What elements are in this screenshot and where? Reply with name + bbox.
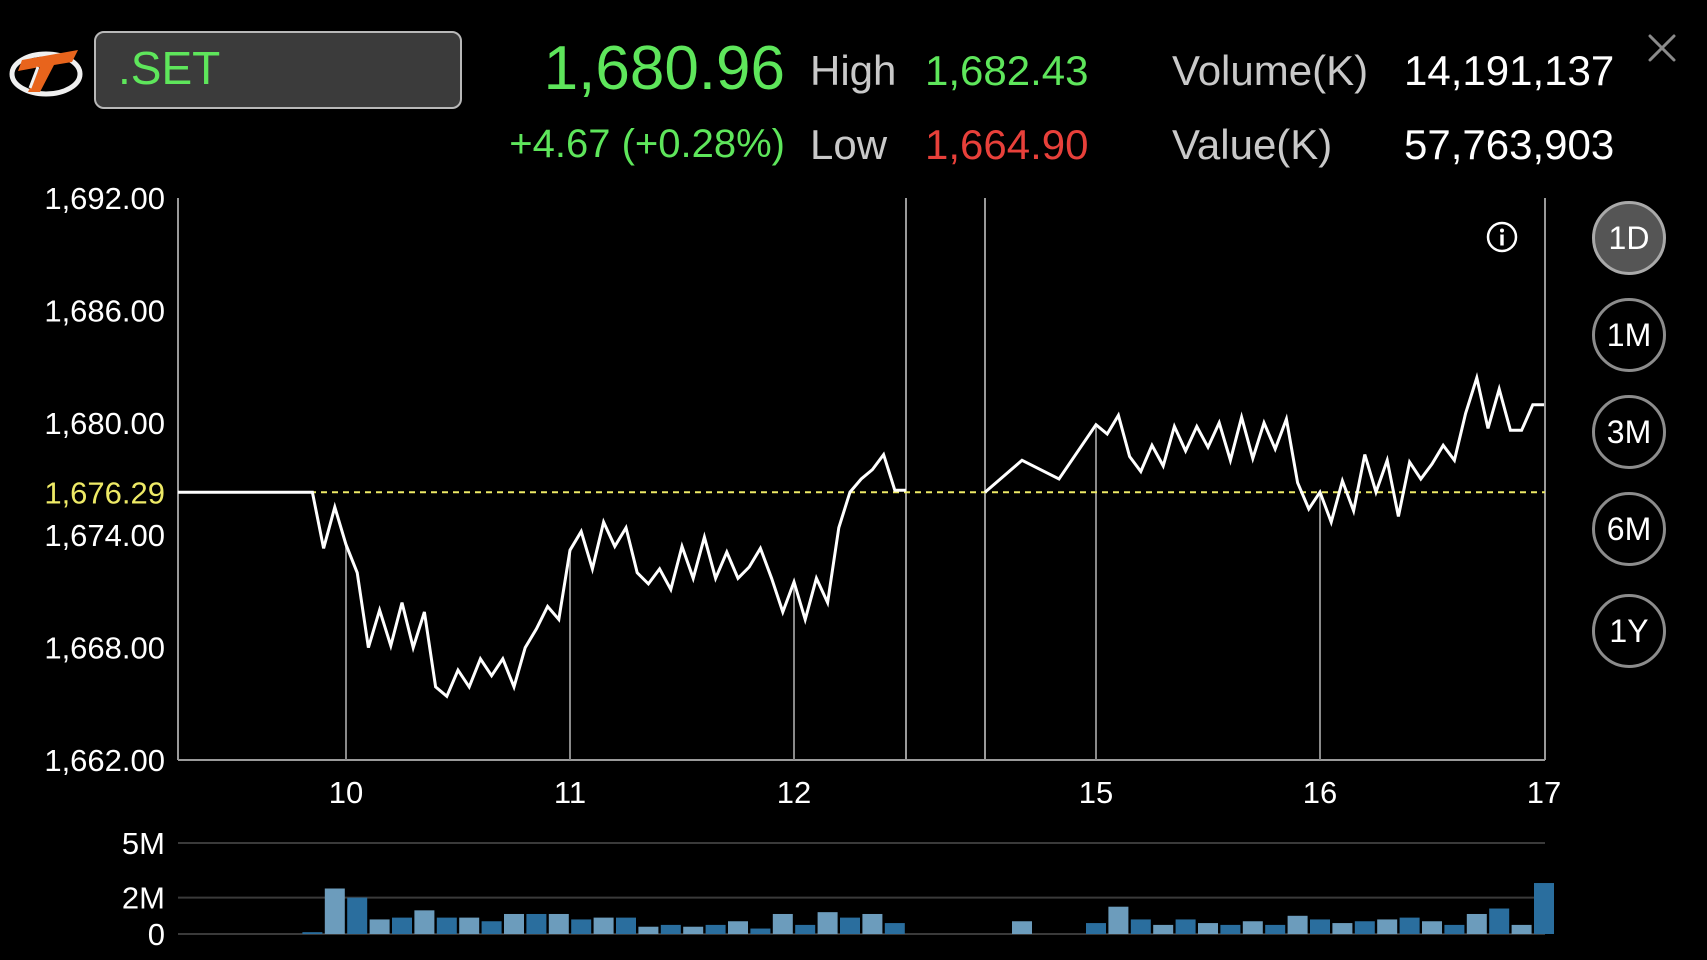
volume-bar (414, 910, 435, 934)
value-label: Value(K) (1172, 121, 1333, 168)
period-button-1d[interactable]: 1D (1592, 201, 1666, 275)
volume-bar (436, 917, 457, 934)
y-tick-label: 1,686.00 (44, 293, 165, 328)
volume-bar (1287, 915, 1308, 934)
volume-bar (750, 928, 771, 934)
volume-bar (1198, 923, 1218, 934)
price-line-segment-2 (984, 371, 1544, 527)
volume-bar (817, 912, 838, 934)
volume-bar (1466, 913, 1487, 934)
volume-bar (481, 921, 502, 934)
volume-bar (1332, 923, 1353, 934)
volume-bar (1354, 921, 1375, 934)
volume-bar (571, 919, 592, 934)
volume-bar (772, 913, 793, 934)
settrade-logo-icon (9, 50, 83, 97)
x-tick-label: 12 (777, 775, 811, 810)
volume-bar (1310, 919, 1330, 934)
x-tick-label: 16 (1303, 775, 1337, 810)
volume-bar (1422, 921, 1442, 934)
volume-bar (369, 919, 390, 934)
volume-bar (1012, 921, 1032, 934)
low-label: Low (810, 121, 888, 168)
volume-bar (459, 917, 480, 934)
high-label: High (810, 47, 897, 94)
volume-bar (795, 924, 816, 934)
volume-bar (1399, 917, 1420, 934)
volume-bar (347, 897, 368, 934)
price-line-segment-1 (178, 451, 906, 699)
period-button-1y[interactable]: 1Y (1592, 594, 1666, 668)
volume-bar (862, 913, 883, 934)
volume-bar (504, 913, 524, 934)
volume-bar (1511, 924, 1532, 934)
volume-bar (638, 926, 659, 934)
volume-tick-label: 0 (148, 917, 165, 952)
y-tick-label: 1,692.00 (44, 181, 165, 216)
volume-bar (1130, 919, 1151, 934)
volume-bar (840, 917, 860, 934)
volume-bar (1265, 924, 1286, 934)
volume-tick-label: 2M (122, 881, 165, 916)
volume-bar (1242, 921, 1263, 934)
y-tick-label: 1,680.00 (44, 406, 165, 441)
volume-bar (1534, 883, 1554, 934)
x-tick-label: 15 (1079, 775, 1113, 810)
volume-bar (616, 917, 636, 934)
symbol-field[interactable]: .SET (94, 31, 462, 109)
last-price: 1,680.96 (543, 34, 785, 103)
symbol-text: .SET (118, 42, 221, 94)
volume-bar (1153, 924, 1174, 934)
volume-label: Volume(K) (1172, 47, 1369, 94)
value-value: 57,763,903 (1404, 121, 1615, 168)
volume-value: 14,191,137 (1404, 47, 1615, 94)
volume-bar (705, 924, 726, 934)
volume-bar (1086, 923, 1106, 934)
volume-bar (1175, 919, 1196, 934)
price-change: +4.67 (+0.28%) (509, 122, 785, 166)
volume-bar (392, 917, 412, 934)
y-tick-label: 1,674.00 (44, 518, 165, 553)
volume-bar (593, 917, 614, 934)
volume-bar (302, 932, 323, 934)
volume-bar (1444, 924, 1465, 934)
reference-label: 1,676.29 (44, 475, 165, 510)
volume-bar (1489, 908, 1510, 934)
volume-tick-label: 5M (122, 826, 165, 861)
y-tick-label: 1,662.00 (44, 743, 165, 778)
volume-bar (683, 926, 704, 934)
volume-bar (1377, 919, 1398, 934)
volume-bar (884, 923, 905, 934)
period-button-3m[interactable]: 3M (1592, 395, 1666, 469)
volume-bar (728, 921, 748, 934)
x-tick-label: 10 (329, 775, 363, 810)
volume-bar (1108, 906, 1129, 934)
y-tick-label: 1,668.00 (44, 631, 165, 666)
close-icon[interactable] (1644, 30, 1680, 66)
info-icon[interactable] (1485, 220, 1519, 254)
low-value: 1,664.90 (925, 121, 1089, 168)
volume-bar (324, 888, 345, 934)
x-tick-label: 11 (554, 775, 586, 810)
high-value: 1,682.43 (925, 47, 1089, 94)
volume-bar (526, 913, 547, 934)
volume-bar (1220, 924, 1241, 934)
period-button-1m[interactable]: 1M (1592, 298, 1666, 372)
volume-bar (548, 913, 569, 934)
x-tick-label: 17 (1527, 775, 1561, 810)
period-button-6m[interactable]: 6M (1592, 492, 1666, 566)
volume-bar (660, 924, 681, 934)
